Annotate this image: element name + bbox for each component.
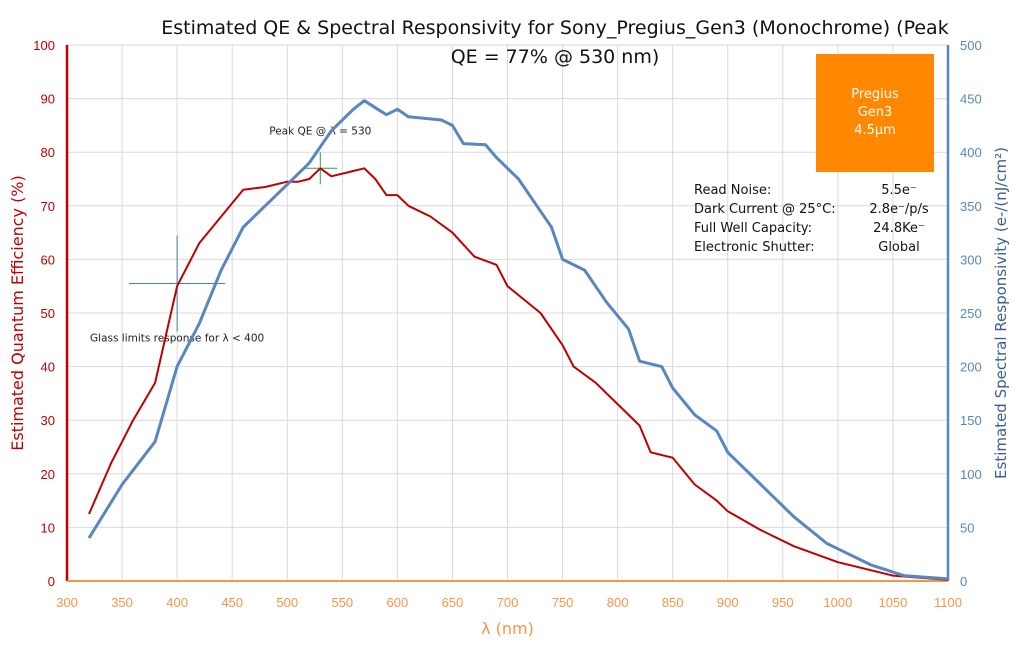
y2-tick-label: 300 (960, 252, 982, 267)
y-axis-title: Estimated Quantum Efficiency (%) (8, 175, 27, 451)
spec-label: Dark Current @ 25°C: (694, 202, 836, 217)
x-tick-label: 450 (221, 595, 243, 610)
y2-tick-label: 0 (960, 574, 967, 589)
chart-title: Estimated QE & Spectral Responsivity for… (161, 17, 949, 68)
y2-tick-label: 450 (960, 92, 982, 107)
x-tick-label: 300 (56, 595, 78, 610)
x-tick-label: 750 (552, 595, 574, 610)
y-tick-label: 100 (33, 38, 55, 53)
spec-label: Full Well Capacity: (694, 221, 813, 236)
badge-line: Pregius (851, 87, 899, 102)
spec-value: 24.8Ke⁻ (873, 221, 925, 236)
spec-row: Electronic Shutter: Global (694, 238, 944, 257)
x-tick-label: 950 (772, 595, 794, 610)
y2-tick-label: 500 (960, 38, 982, 53)
x-tick-label: 1100 (934, 595, 962, 610)
responsivity-series-line (87, 99, 949, 581)
x-tick-label: 400 (166, 595, 188, 610)
y2-tick-label: 50 (960, 520, 974, 535)
y-tick-label: 10 (41, 520, 55, 535)
x-tick-label: 500 (276, 595, 298, 610)
sensor-badge: Pregius Gen3 4.5µm (816, 54, 934, 172)
y2-axis-title: Estimated Spectral Responsivity (e-/(nJ/… (992, 147, 1010, 479)
y2-tick-label: 150 (960, 413, 982, 428)
spec-row: Full Well Capacity: 24.8Ke⁻ (694, 219, 944, 238)
x-axis-title: λ (nm) (481, 619, 534, 638)
spec-table: Read Noise: 5.5e⁻ Dark Current @ 25°C: 2.8… (694, 181, 944, 257)
spec-value: 2.8e⁻/p/s (869, 202, 929, 217)
spec-value: 5.5e⁻ (881, 183, 917, 198)
spec-row: Read Noise: 5.5e⁻ (694, 181, 944, 200)
y-tick-label: 20 (41, 467, 55, 482)
y-tick-label: 90 (41, 92, 55, 107)
y-tick-label: 50 (41, 306, 55, 321)
y-tick-label: 80 (41, 145, 55, 160)
y-tick-label: 60 (41, 252, 55, 267)
x-tick-label: 700 (497, 595, 519, 610)
y2-tick-label: 400 (960, 145, 982, 160)
qe-series-line (88, 167, 949, 581)
y-tick-label: 0 (48, 574, 55, 589)
x-tick-label: 550 (331, 595, 353, 610)
annotation-peak: Peak QE @ λ = 530 (269, 125, 371, 137)
y2-tick-label: 250 (960, 306, 982, 321)
spec-label: Electronic Shutter: (694, 240, 815, 255)
spec-value: Global (878, 240, 920, 255)
x-tick-label: 1000 (823, 595, 852, 610)
x-tick-label: 600 (387, 595, 409, 610)
badge-line: Gen3 (857, 105, 893, 120)
y2-tick-label: 100 (960, 467, 982, 482)
x-tick-label: 350 (111, 595, 133, 610)
x-tick-label: 800 (607, 595, 629, 610)
y-tick-label: 40 (41, 360, 55, 375)
x-tick-label: 900 (717, 595, 739, 610)
spec-row: Dark Current @ 25°C: 2.8e⁻/p/s (694, 200, 944, 219)
x-tick-label: 1050 (878, 595, 907, 610)
spec-label: Read Noise: (694, 183, 772, 198)
y2-tick-label: 200 (960, 360, 982, 375)
y-tick-label: 30 (41, 413, 55, 428)
x-tick-label: 850 (662, 595, 684, 610)
annotation-glass: Glass limits response for λ < 400 (90, 333, 264, 345)
y2-tick-label: 350 (960, 199, 982, 214)
y-tick-label: 70 (41, 199, 55, 214)
badge-line: 4.5µm (854, 123, 896, 138)
x-tick-label: 650 (442, 595, 464, 610)
